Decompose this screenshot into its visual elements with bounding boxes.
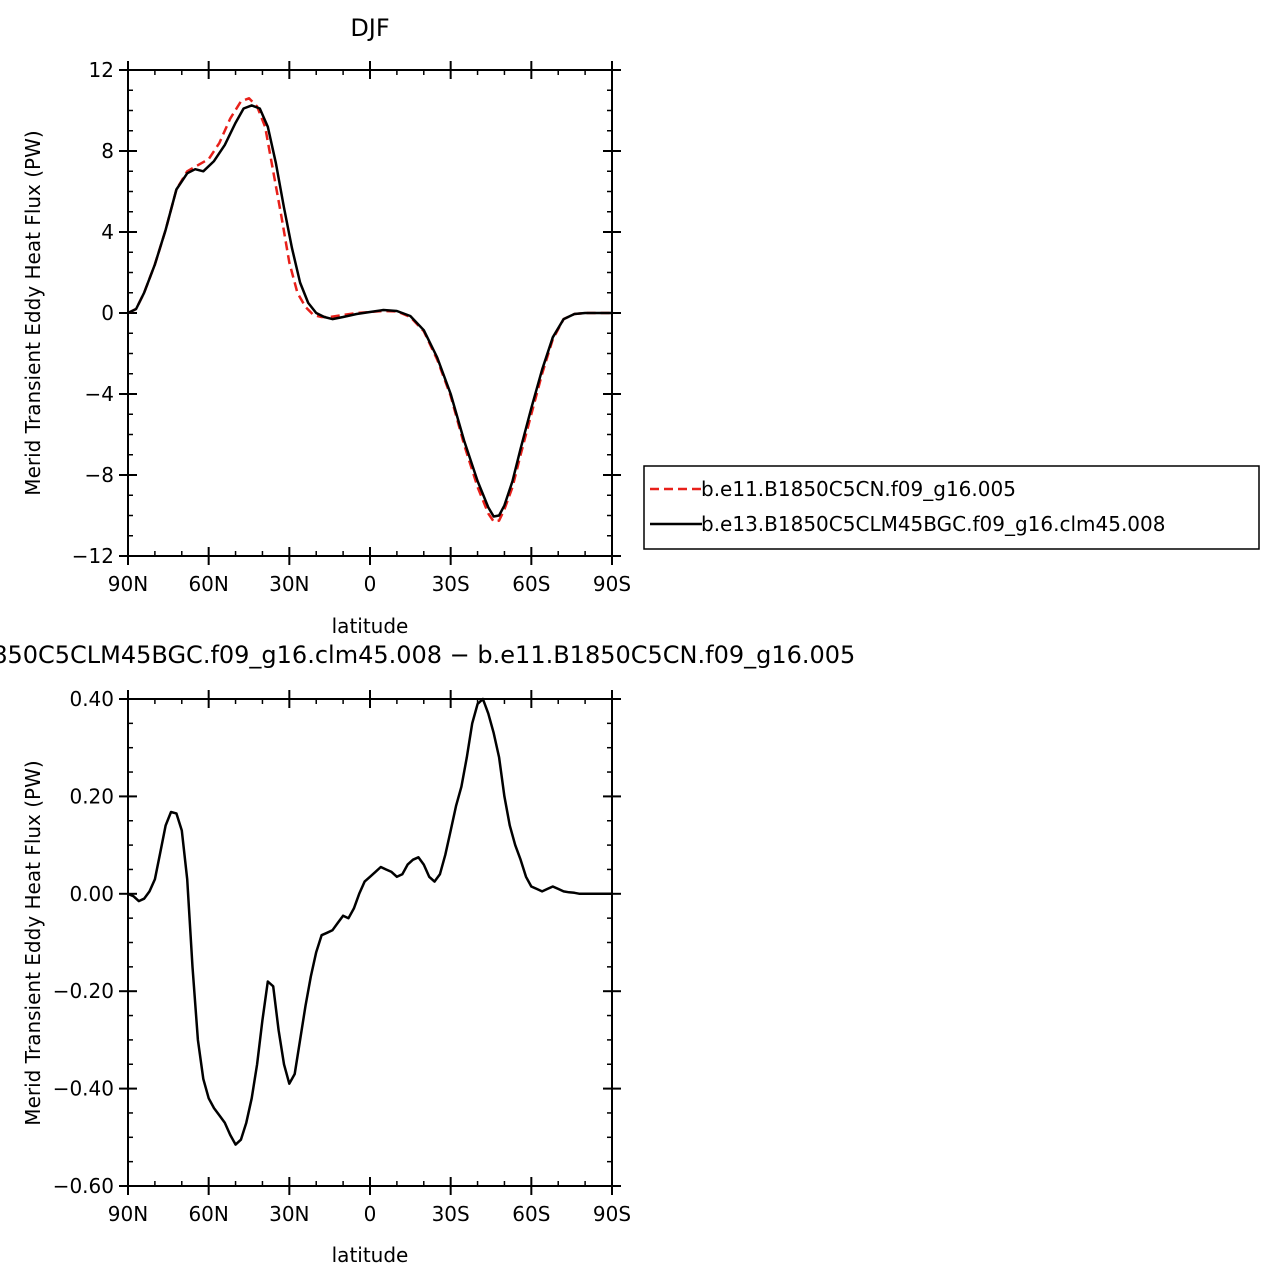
bottom-y-tick-label: −0.20	[53, 979, 114, 1003]
bottom-panel-title: b.e13.B1850C5CLM45BGC.f09_g16.clm45.008 …	[0, 641, 855, 669]
bottom-y-tick-label: −0.60	[53, 1174, 114, 1198]
bottom-panel-frame	[127, 698, 613, 1187]
bottom-x-tick-label: 60S	[512, 1202, 550, 1226]
bottom-panel-y-axis-title: Merid Transient Eddy Heat Flux (PW)	[21, 760, 45, 1125]
legend-box	[643, 465, 1260, 550]
top-panel-x-axis-title: latitude	[332, 614, 409, 638]
top-panel-series	[127, 97, 612, 523]
top-x-tick-label: 90N	[108, 572, 148, 596]
bottom-x-tick-label: 0	[364, 1202, 377, 1226]
legend-label-series-1: b.e11.B1850C5CN.f09_g16.005	[701, 477, 1016, 501]
top-panel: DJF Merid Transient Eddy Heat Flux (PW) …	[21, 14, 1260, 638]
top-panel-title: DJF	[350, 14, 389, 42]
bottom-panel-ticks: 90N 60N 30N 0 30S 60S 90S 0.40 0.20 0.00 −0.20 −0.4…	[53, 687, 631, 1226]
bottom-panel: b.e13.B1850C5CLM45BGC.f09_g16.clm45.008 …	[0, 641, 855, 1267]
bottom-panel-x-axis-title: latitude	[332, 1243, 409, 1267]
top-x-tick-label: 0	[364, 572, 377, 596]
top-panel-frame	[127, 69, 613, 557]
bottom-x-tick-label: 30S	[432, 1202, 470, 1226]
bottom-x-tick-label: 30N	[269, 1202, 309, 1226]
top-y-tick-label: −4	[85, 382, 114, 406]
top-y-tick-label: −12	[72, 544, 114, 568]
bottom-y-tick-label: 0.00	[69, 882, 114, 906]
top-x-tick-label: 30N	[269, 572, 309, 596]
legend-label-series-2: b.e13.B1850C5CLM45BGC.f09_g16.clm45.008	[701, 512, 1165, 536]
top-y-tick-label: 12	[89, 58, 114, 82]
top-y-tick-label: 4	[101, 220, 114, 244]
top-series-line-2	[127, 104, 612, 518]
top-y-tick-label: 8	[101, 139, 114, 163]
top-x-tick-label: 30S	[432, 572, 470, 596]
top-x-tick-label: 90S	[593, 572, 631, 596]
bottom-x-tick-label: 90N	[108, 1202, 148, 1226]
bottom-x-tick-label: 90S	[593, 1202, 631, 1226]
top-series-line-1	[127, 97, 612, 523]
top-panel-y-axis-title: Merid Transient Eddy Heat Flux (PW)	[21, 130, 45, 495]
top-y-tick-label: −8	[85, 463, 114, 487]
legend: b.e11.B1850C5CN.f09_g16.005 b.e13.B1850C…	[643, 465, 1260, 550]
bottom-x-tick-label: 60N	[188, 1202, 228, 1226]
bottom-y-tick-label: −0.40	[53, 1077, 114, 1101]
top-x-tick-label: 60N	[188, 572, 228, 596]
top-x-tick-label: 60S	[512, 572, 550, 596]
bottom-y-tick-label: 0.20	[69, 784, 114, 808]
top-y-tick-label: 0	[101, 301, 114, 325]
bottom-y-tick-label: 0.40	[69, 687, 114, 711]
top-panel-ticks: 90N 60N 30N 0 30S 60S 90S 12 8 4 0 −4 −8 −12	[72, 58, 631, 596]
bottom-panel-series	[127, 697, 612, 1146]
bottom-series-line-1	[127, 697, 612, 1146]
